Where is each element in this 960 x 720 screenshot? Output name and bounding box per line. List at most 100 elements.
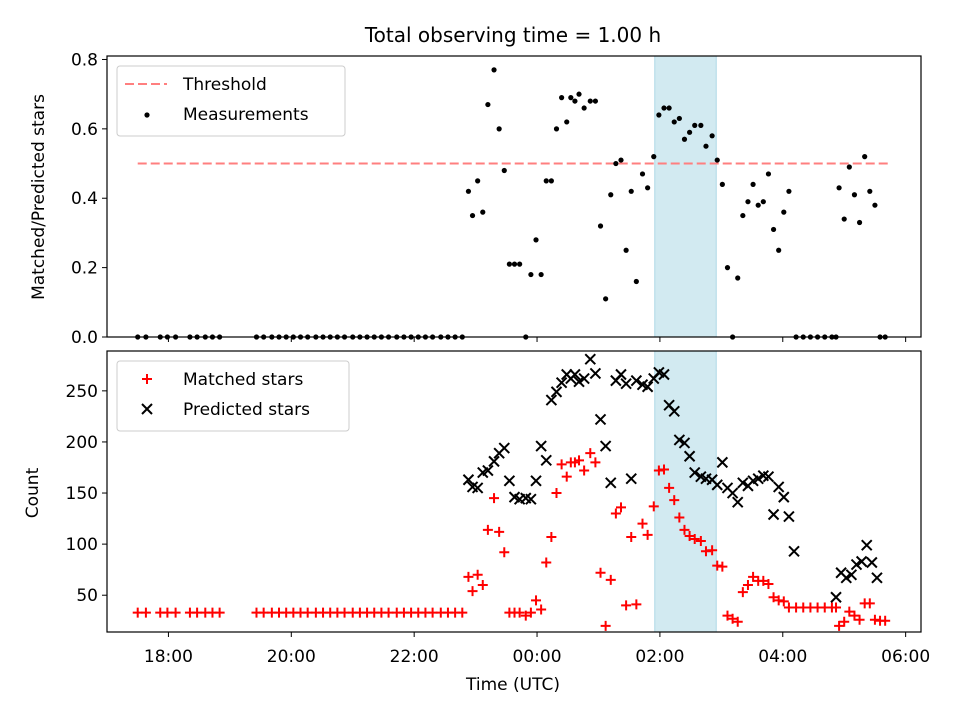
measurement-point <box>786 188 792 194</box>
measurement-point <box>862 154 868 160</box>
predicted-stars-point <box>641 381 654 393</box>
matched-stars-point <box>664 482 675 493</box>
measurement-point <box>581 105 587 111</box>
x-tick-label: 02:00 <box>635 647 684 667</box>
predicted-stars-point <box>762 470 775 483</box>
legend-label: Measurements <box>183 105 309 125</box>
matched-stars-point <box>742 579 753 590</box>
measurement-point <box>475 178 481 184</box>
measurement-point <box>633 278 639 285</box>
x-tick-label: 20:00 <box>267 647 316 667</box>
matched-stars-point <box>700 546 711 557</box>
predicted-stars-point <box>471 482 484 494</box>
predicted-stars-point <box>540 454 552 467</box>
measurement-point <box>676 115 682 122</box>
matched-stars-point <box>590 457 601 468</box>
predicted-stars-point <box>503 475 516 487</box>
measurement-point <box>645 185 651 191</box>
measurement-point <box>755 202 761 208</box>
top-legend <box>116 65 346 137</box>
matched-stars-point <box>457 607 468 618</box>
measurement-point <box>576 91 582 97</box>
matched-stars-point <box>631 599 642 610</box>
measurement-point <box>740 212 746 219</box>
matched-stars-point <box>595 567 606 578</box>
matched-stars-point <box>499 547 510 558</box>
predicted-stars-point <box>550 386 563 398</box>
measurement-point <box>485 101 491 108</box>
measurement-point <box>511 261 518 267</box>
measurement-point <box>501 167 507 174</box>
matched-stars-point <box>707 545 718 556</box>
measurement-point <box>856 219 863 226</box>
matched-stars-point <box>834 620 845 631</box>
measurement-point <box>867 188 873 194</box>
matched-stars-point <box>689 534 700 545</box>
measurement-point <box>517 261 523 267</box>
predicted-stars-point <box>589 367 602 380</box>
bottom-legend <box>116 360 350 432</box>
legend-measurements-swatch <box>144 112 150 118</box>
measurement-point <box>553 126 560 132</box>
matched-stars-point <box>695 536 706 547</box>
measurement-point <box>603 296 609 302</box>
top-y-tick-label: 0.6 <box>71 120 98 140</box>
matched-stars-point <box>615 502 626 513</box>
measurement-point <box>543 178 549 184</box>
predicted-stars-point <box>594 413 607 426</box>
matched-stars-point <box>536 604 547 615</box>
matched-stars-point <box>748 571 759 582</box>
top-axes-frame <box>106 55 922 338</box>
predicted-stars-point <box>711 479 723 491</box>
predicted-stars-point <box>535 440 547 452</box>
predicted-stars-point <box>855 555 868 568</box>
legend-label: Predicted stars <box>183 400 310 420</box>
bottom-y-tick-label: 100 <box>66 535 98 555</box>
ratio-panel: 0.0 0.2 0.4 0.6 0.8 Threshold Measurements <box>71 50 922 348</box>
matched-stars-point <box>494 526 505 537</box>
top-y-tick-label: 0.4 <box>71 189 98 209</box>
matched-stars-point <box>556 459 567 470</box>
measurement-point <box>781 209 787 215</box>
matched-stars-point <box>574 455 585 466</box>
measurement-point <box>709 133 715 139</box>
matched-stars-point <box>514 607 525 618</box>
x-tick-label: 00:00 <box>513 647 562 667</box>
matched-stars-point <box>831 602 842 613</box>
predicted-stars-point <box>555 376 568 389</box>
predicted-stars-point <box>726 487 739 499</box>
matched-stars-point <box>546 531 557 542</box>
predicted-stars-point <box>630 374 643 387</box>
measurement-point <box>765 171 772 177</box>
matched-stars-point <box>712 560 723 571</box>
measurement-point <box>469 212 476 219</box>
matched-stars-point <box>778 596 789 607</box>
matched-stars-point <box>579 465 590 476</box>
predicted-stars-point <box>673 434 686 446</box>
matched-stars-point <box>605 574 616 585</box>
x-axis-label: Time (UTC) <box>465 675 560 695</box>
predicted-stars-point <box>605 477 617 489</box>
measurement-point <box>597 223 604 229</box>
bottom-y-tick-label: 200 <box>66 433 98 453</box>
top-y-tick-label: 0.0 <box>71 328 98 348</box>
predicted-stars-point <box>767 508 780 521</box>
matched-stars-point <box>880 615 891 626</box>
x-tick-label: 18:00 <box>144 647 193 667</box>
predicted-stars-point <box>866 556 878 569</box>
matched-stars-point <box>669 495 680 506</box>
matched-stars-point <box>642 529 653 540</box>
matched-stars-point <box>854 614 865 625</box>
predicted-stars-point <box>689 466 701 479</box>
matched-stars-point <box>525 607 536 618</box>
measurement-point <box>533 237 539 243</box>
measurement-point <box>559 95 565 101</box>
predicted-stars-point <box>578 372 590 385</box>
predicted-stars-point <box>778 491 790 503</box>
measurement-point <box>836 185 842 191</box>
matched-stars-point <box>674 512 685 523</box>
measurement-point <box>735 275 741 281</box>
measurement-point <box>506 261 512 267</box>
measurement-point <box>745 199 751 205</box>
measurement-point <box>572 98 578 104</box>
